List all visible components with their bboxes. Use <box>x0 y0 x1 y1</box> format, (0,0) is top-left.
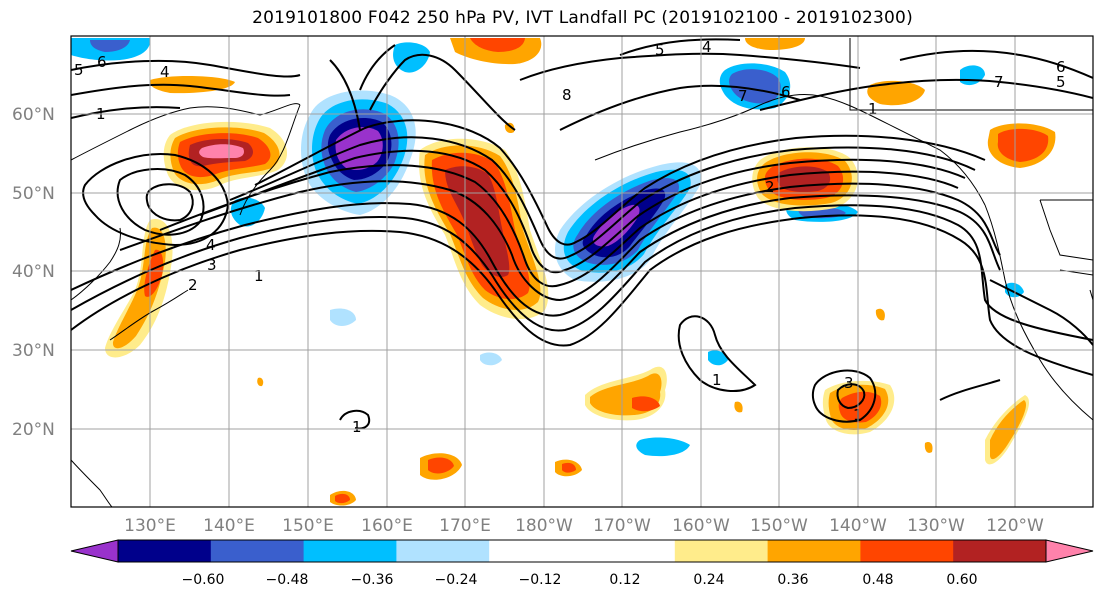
lat-label: 60°N <box>12 105 55 125</box>
contour-label: 4 <box>160 63 170 81</box>
contour-label: 5 <box>1056 73 1066 91</box>
colorbar-tick-label: 0.24 <box>693 572 724 588</box>
contour-label: 3 <box>207 256 217 274</box>
lon-label: 160°E <box>361 516 413 536</box>
lon-label: 150°W <box>750 516 808 536</box>
colorbar-segment <box>210 540 305 562</box>
colorbar: −0.60 −0.48 −0.36 −0.24 −0.12 0.12 0.24 … <box>70 539 1094 588</box>
colorbar-tick-label: 0.60 <box>946 572 977 588</box>
colorbar-extend-right <box>1045 539 1094 563</box>
lon-label: 170°W <box>593 516 651 536</box>
contour-label: 2 <box>765 178 775 196</box>
contour-label: 1 <box>868 100 878 118</box>
colorbar-segment <box>582 540 676 562</box>
lon-label: 140°E <box>203 516 255 536</box>
colorbar-tick-label: −0.48 <box>266 572 309 588</box>
colorbar-segment <box>953 540 1047 562</box>
colorbar-tick-label: −0.36 <box>351 572 394 588</box>
contour-label: 8 <box>562 86 572 104</box>
contour-label: 4 <box>702 38 712 56</box>
lon-label: 160°W <box>672 516 730 536</box>
positive-anomaly-fill <box>105 38 1056 506</box>
colorbar-extend-left <box>70 539 119 563</box>
colorbar-tick-label: −0.60 <box>182 572 225 588</box>
graticule <box>71 36 1093 507</box>
contour-label: 5 <box>74 61 84 79</box>
lon-label: 140°W <box>829 516 887 536</box>
lon-label: 120°W <box>986 516 1044 536</box>
contour-label: 2 <box>188 276 198 294</box>
lon-label: 130°E <box>124 516 176 536</box>
colorbar-segment <box>674 540 769 562</box>
contour-label: 5 <box>655 41 665 59</box>
contour-label: 4 <box>206 236 216 254</box>
colorbar-tick-label: −0.24 <box>435 572 478 588</box>
contour-label: 1 <box>254 267 264 285</box>
lat-label: 40°N <box>12 262 55 282</box>
latitude-labels: 60°N 50°N 40°N 30°N 20°N <box>12 105 55 440</box>
lat-label: 30°N <box>12 341 55 361</box>
lat-label: 50°N <box>12 184 55 204</box>
lon-label: 130°W <box>907 516 965 536</box>
contour-label: 6 <box>1056 58 1066 76</box>
colorbar-segment <box>489 540 583 562</box>
colorbar-segment <box>118 540 212 562</box>
contour-label: 1 <box>712 371 722 389</box>
colorbar-tick-label: 0.12 <box>609 572 640 588</box>
lon-label: 170°E <box>439 516 491 536</box>
lon-label: 180°W <box>515 516 573 536</box>
map-frame <box>70 35 1094 508</box>
colorbar-tick-label: 0.48 <box>862 572 893 588</box>
longitude-labels: 130°E 140°E 150°E 160°E 170°E 180°W 170°… <box>124 516 1044 536</box>
lat-label: 20°N <box>12 420 55 440</box>
map-panel: 1 2 3 4 5 6 7 8 1 4 5 6 7 1 2 3 4 5 6 1 … <box>71 36 1093 507</box>
contour-label: 7 <box>738 87 748 105</box>
lon-label: 150°E <box>282 516 334 536</box>
contour-label: 6 <box>781 83 791 101</box>
contour-label: 3 <box>844 374 854 392</box>
colorbar-frame <box>117 539 1047 563</box>
colorbar-segment <box>860 540 954 562</box>
colorbar-segment <box>767 540 861 562</box>
contour-label: 6 <box>97 53 107 71</box>
colorbar-tick-label: −0.12 <box>519 572 562 588</box>
contour-label: 7 <box>994 73 1004 91</box>
contour-lines <box>71 38 1093 430</box>
map-title: 2019101800 F042 250 hPa PV, IVT Landfall… <box>252 8 913 28</box>
colorbar-segment <box>396 540 490 562</box>
contour-label: 1 <box>352 418 362 436</box>
colorbar-tick-label: 0.36 <box>777 572 808 588</box>
colorbar-segment <box>303 540 397 562</box>
